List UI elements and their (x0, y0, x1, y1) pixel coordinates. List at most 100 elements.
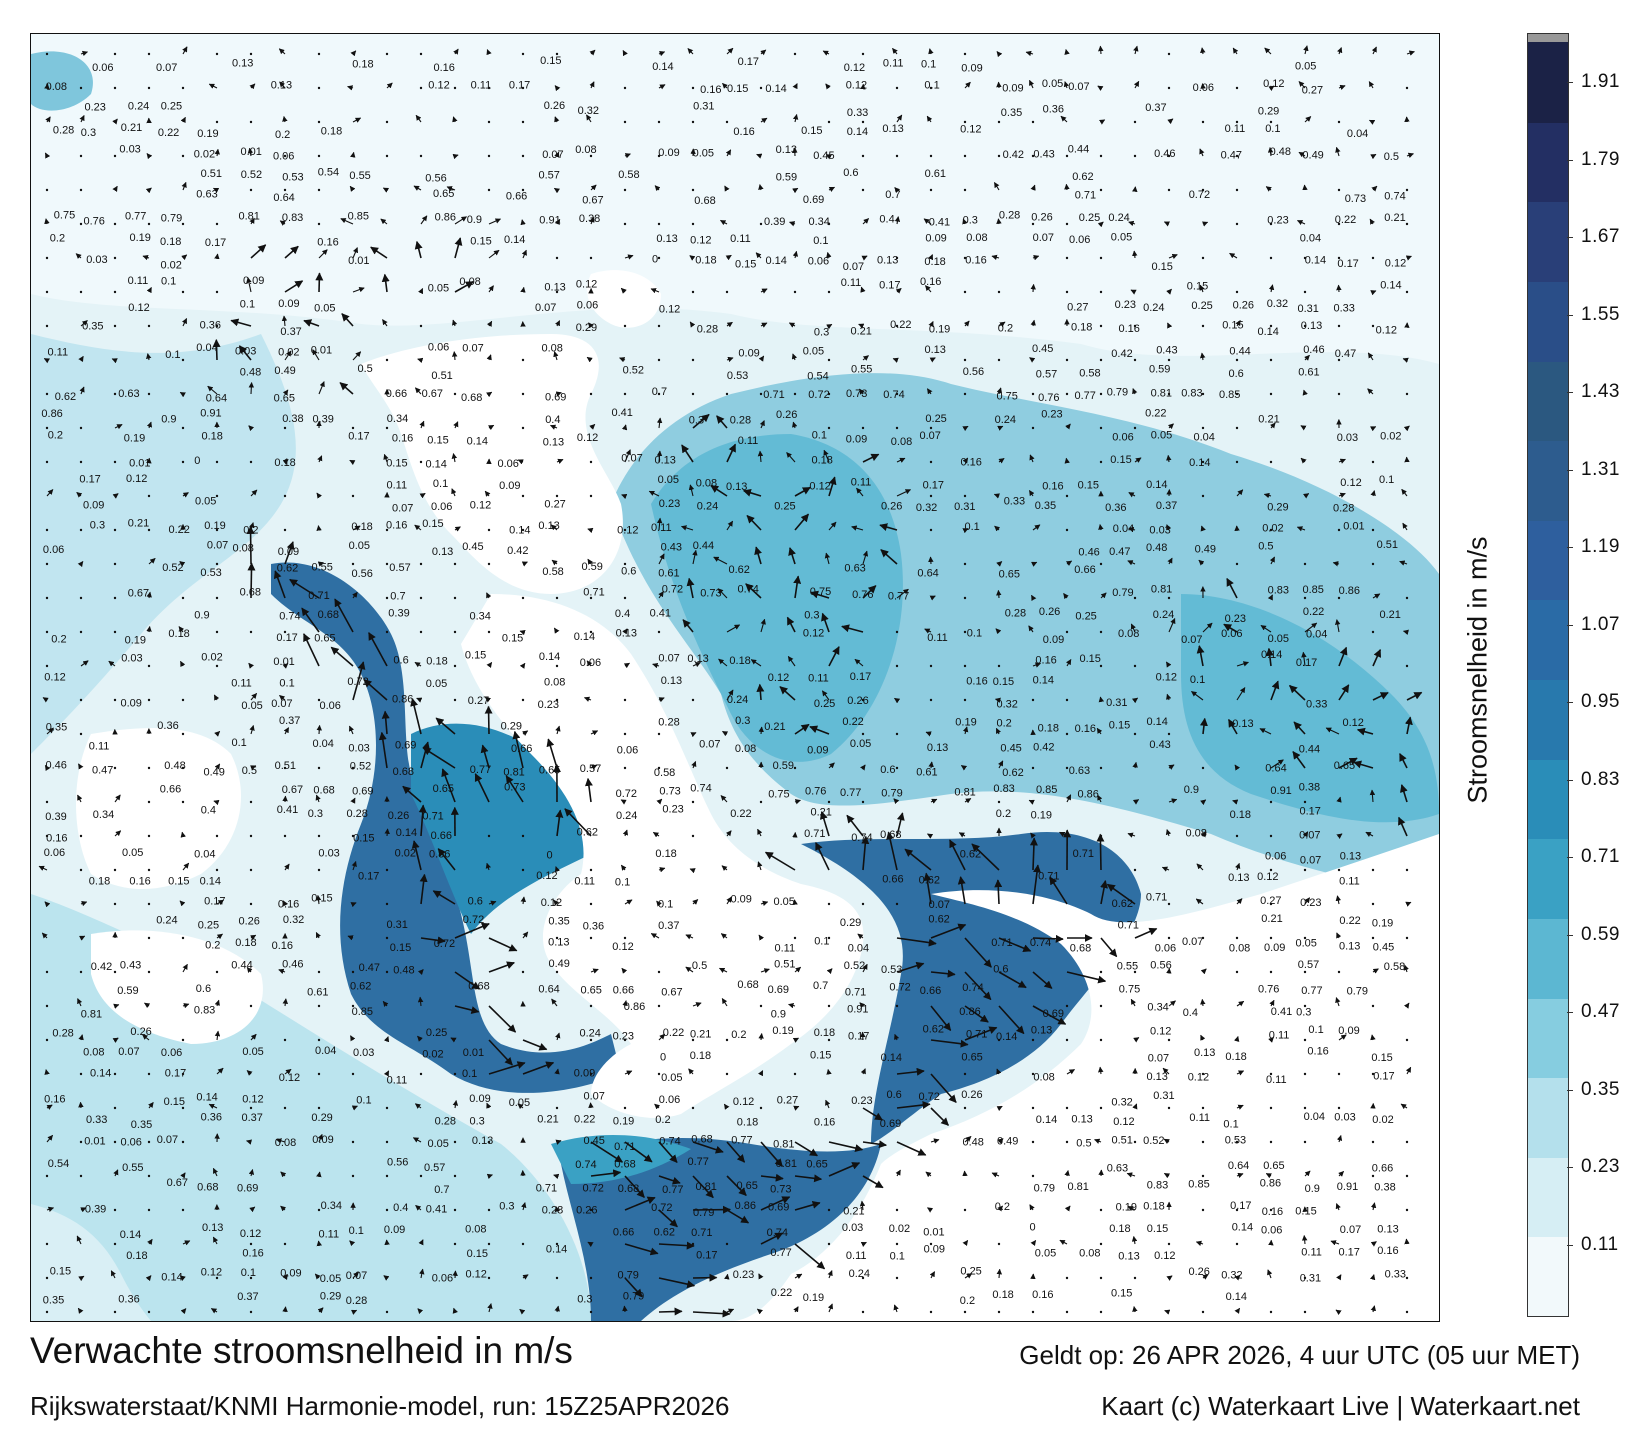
speed-label: 0.49 (1302, 150, 1323, 162)
speed-label: 0.27 (1302, 85, 1323, 97)
current-arrow (760, 117, 768, 124)
grid-dot (487, 86, 491, 90)
current-arrow (809, 725, 830, 735)
speed-label: 0.24 (580, 1028, 601, 1040)
speed-label: 0.09 (312, 1134, 333, 1146)
grid-dot (45, 528, 49, 532)
current-arrow (182, 46, 188, 55)
speed-label: 0.15 (467, 1248, 488, 1260)
grid-dot (419, 154, 423, 158)
grid-dot (1099, 1276, 1103, 1280)
current-arrow (1134, 927, 1158, 939)
current-arrow (44, 1069, 50, 1076)
speed-label: 0.61 (658, 567, 679, 579)
speed-label: 0.24 (156, 915, 177, 927)
current-arrow (589, 81, 595, 89)
current-arrow (181, 254, 188, 261)
speed-label: 0.06 (808, 256, 829, 268)
grid-dot (623, 188, 627, 192)
speed-label: 0.65 (1334, 760, 1355, 772)
current-arrow (652, 662, 660, 669)
speed-label: 0.77 (770, 1247, 791, 1259)
current-arrow (1234, 764, 1241, 771)
grid-dot (215, 52, 219, 56)
tick-label: 1.19 (1581, 536, 1620, 558)
current-arrow (682, 619, 694, 633)
grid-dot (1065, 1106, 1069, 1110)
current-arrow (692, 1002, 702, 1008)
grid-dot (45, 970, 49, 974)
current-arrow (1063, 593, 1069, 600)
current-arrow (1264, 47, 1272, 55)
grid-dot (453, 1140, 457, 1144)
current-arrow (77, 1307, 84, 1314)
grid-dot (1405, 1310, 1409, 1314)
colorbar-band (1528, 519, 1568, 601)
speed-label: 0.58 (654, 767, 675, 779)
current-arrow (488, 424, 495, 431)
speed-label: 0.06 (161, 1047, 182, 1059)
speed-label: 0.03 (318, 848, 339, 860)
speed-label: 0.14 (881, 1052, 902, 1064)
grid-dot (385, 52, 389, 56)
current-arrow (314, 1273, 321, 1280)
grid-dot (45, 1242, 49, 1246)
speed-label: 0.65 (433, 188, 454, 200)
current-arrow (349, 459, 356, 466)
current-arrow (279, 694, 286, 701)
current-arrow (180, 660, 186, 668)
current-arrow (179, 561, 186, 567)
speed-label: 0.26 (881, 501, 902, 513)
speed-label: 0.13 (726, 481, 747, 493)
current-arrow (214, 763, 221, 770)
speed-label: 0.05 (314, 302, 335, 314)
tick-label: 1.55 (1581, 303, 1620, 325)
speed-label: 0.13 (1340, 851, 1361, 863)
grid-dot (691, 290, 695, 294)
current-arrow (1336, 833, 1343, 839)
speed-label: 0.38 (579, 213, 600, 225)
grid-dot (1405, 1208, 1409, 1212)
current-arrow (382, 187, 390, 193)
central-channel (651, 434, 903, 762)
speed-label: 0.57 (580, 763, 601, 775)
current-arrow (246, 1139, 253, 1145)
speed-label: 0.15 (1222, 319, 1243, 331)
speed-label: 0.05 (509, 1097, 530, 1109)
grid-dot (1099, 256, 1103, 260)
grid-dot (1099, 1208, 1103, 1212)
speed-label: 0.07 (1033, 232, 1054, 244)
speed-label: 0.05 (320, 1273, 341, 1285)
speed-label: 0.71 (536, 1183, 557, 1195)
speed-label: 0.24 (849, 1268, 870, 1280)
current-arrow (114, 830, 122, 837)
speed-label: 0.56 (387, 1157, 408, 1169)
grid-dot (861, 902, 865, 906)
current-arrow (1029, 79, 1035, 89)
speed-label: 0.69 (1043, 1008, 1064, 1020)
grid-dot (215, 970, 219, 974)
current-arrow (587, 1241, 594, 1248)
speed-label: 0.74 (767, 1227, 788, 1239)
current-speed-map[interactable]: 0.06 0.07 0.13 0.18 0.16 0.15 0.14 0.17 0.12 0.11… (30, 33, 1440, 1322)
current-arrow (1304, 354, 1310, 361)
speed-label: 0.16 (272, 940, 293, 952)
current-arrow (828, 762, 835, 769)
current-arrow (758, 934, 765, 941)
grid-dot (1269, 868, 1273, 872)
speed-label: 0.04 (848, 943, 869, 955)
speed-label: 0.33 (1334, 303, 1355, 315)
speed-label: 0.16 (965, 255, 986, 267)
current-arrow (827, 1270, 833, 1279)
current-arrow (554, 1305, 560, 1313)
grid-dot (419, 460, 423, 464)
grid-dot (895, 1242, 899, 1246)
speed-label: 0.81 (773, 1138, 794, 1150)
tick-label: 1.43 (1581, 381, 1620, 403)
current-arrow (1338, 1034, 1347, 1041)
current-arrow (1066, 971, 1107, 984)
current-arrow (46, 1104, 53, 1110)
speed-label: 0.64 (538, 984, 559, 996)
speed-label: 0.65 (737, 1180, 758, 1192)
current-arrow (726, 520, 734, 531)
